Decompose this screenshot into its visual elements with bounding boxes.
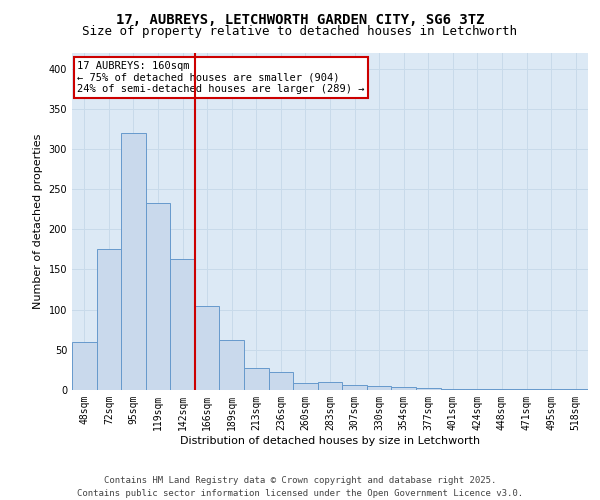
- Text: 17 AUBREYS: 160sqm
← 75% of detached houses are smaller (904)
24% of semi-detach: 17 AUBREYS: 160sqm ← 75% of detached hou…: [77, 61, 365, 94]
- Bar: [514, 389, 539, 390]
- Bar: [269, 372, 293, 390]
- Bar: [244, 368, 269, 390]
- Bar: [97, 250, 121, 390]
- Text: 17, AUBREYS, LETCHWORTH GARDEN CITY, SG6 3TZ: 17, AUBREYS, LETCHWORTH GARDEN CITY, SG6…: [116, 12, 484, 26]
- Bar: [539, 389, 563, 390]
- Bar: [318, 382, 342, 390]
- Bar: [367, 386, 391, 390]
- Bar: [440, 389, 465, 390]
- Bar: [146, 203, 170, 390]
- Bar: [293, 383, 318, 390]
- X-axis label: Distribution of detached houses by size in Letchworth: Distribution of detached houses by size …: [180, 436, 480, 446]
- Bar: [563, 389, 588, 390]
- Bar: [195, 306, 220, 390]
- Bar: [220, 340, 244, 390]
- Y-axis label: Number of detached properties: Number of detached properties: [33, 134, 43, 309]
- Text: Size of property relative to detached houses in Letchworth: Size of property relative to detached ho…: [83, 25, 517, 38]
- Bar: [121, 133, 146, 390]
- Bar: [342, 385, 367, 390]
- Text: Contains HM Land Registry data © Crown copyright and database right 2025.
Contai: Contains HM Land Registry data © Crown c…: [77, 476, 523, 498]
- Bar: [416, 388, 440, 390]
- Bar: [170, 259, 195, 390]
- Bar: [465, 389, 490, 390]
- Bar: [391, 387, 416, 390]
- Bar: [490, 389, 514, 390]
- Bar: [72, 342, 97, 390]
